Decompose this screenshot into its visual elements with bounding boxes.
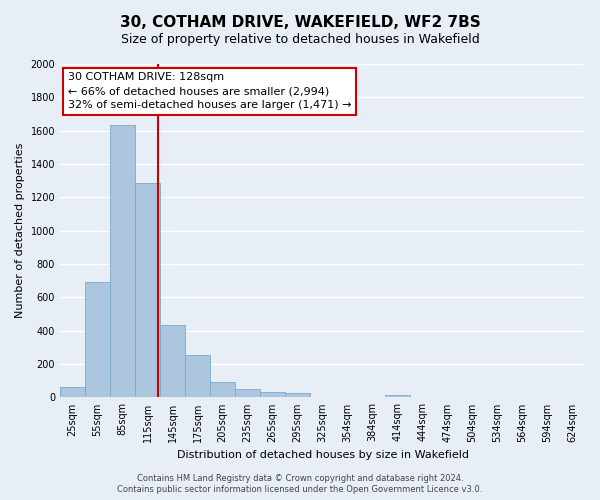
Bar [260,392,285,398]
Text: Size of property relative to detached houses in Wakefield: Size of property relative to detached ho… [121,32,479,46]
Bar [85,282,110,398]
Y-axis label: Number of detached properties: Number of detached properties [15,143,25,318]
Text: Contains HM Land Registry data © Crown copyright and database right 2024.
Contai: Contains HM Land Registry data © Crown c… [118,474,482,494]
X-axis label: Distribution of detached houses by size in Wakefield: Distribution of detached houses by size … [176,450,469,460]
Bar [285,394,310,398]
Bar [60,386,85,398]
Text: 30 COTHAM DRIVE: 128sqm
← 66% of detached houses are smaller (2,994)
32% of semi: 30 COTHAM DRIVE: 128sqm ← 66% of detache… [68,72,352,110]
Bar [135,183,160,398]
Bar [110,125,135,398]
Bar [235,389,260,398]
Bar [185,355,210,398]
Bar [210,382,235,398]
Bar [160,325,185,398]
Bar [385,395,410,398]
Text: 30, COTHAM DRIVE, WAKEFIELD, WF2 7BS: 30, COTHAM DRIVE, WAKEFIELD, WF2 7BS [119,15,481,30]
